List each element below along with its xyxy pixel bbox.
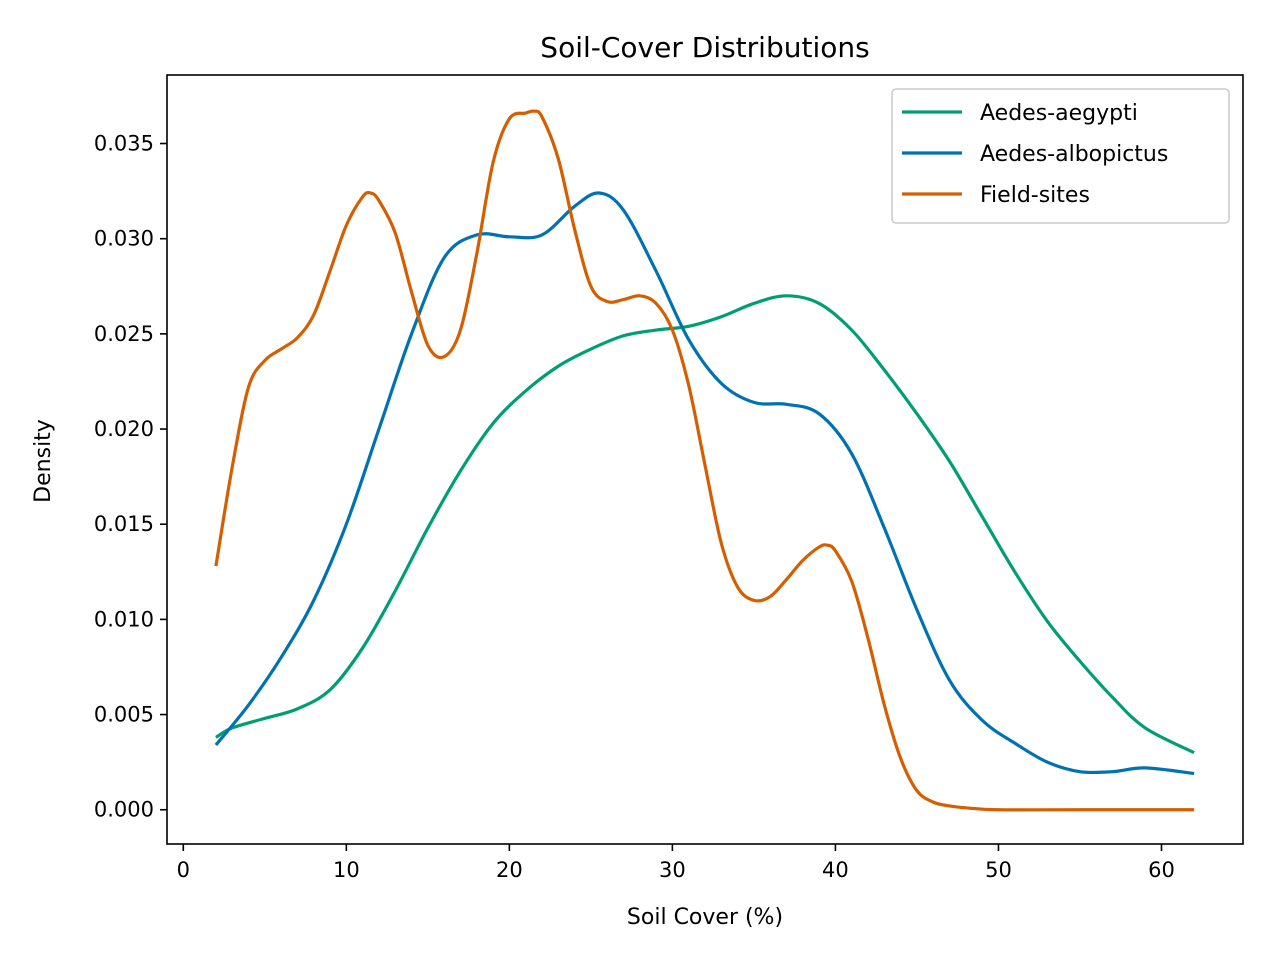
series-line-aedes-aegypti <box>215 294 1195 755</box>
y-tick-label: 0.025 <box>94 322 154 346</box>
y-tick-label: 0.005 <box>94 703 154 727</box>
legend-label: Aedes-aegypti <box>980 101 1138 126</box>
series-line-field-sites <box>214 109 1195 812</box>
legend-label: Aedes-albopictus <box>980 142 1168 167</box>
x-tick-label: 10 <box>333 858 360 882</box>
x-axis-label: Soil Cover (%) <box>627 905 783 930</box>
x-tick-label: 50 <box>985 858 1012 882</box>
legend: Aedes-aegypti Aedes-albopictus Field-sites <box>891 88 1230 224</box>
y-axis-label: Density <box>31 419 56 503</box>
x-tick-label: 60 <box>1148 858 1175 882</box>
legend-box <box>891 88 1230 224</box>
y-tick-label: 0.035 <box>94 132 154 156</box>
y-tick-label: 0.010 <box>94 607 154 631</box>
axes-frame <box>166 74 1244 845</box>
chart-title: Soil-Cover Distributions <box>540 31 869 64</box>
plot-area: 0 10 20 30 40 50 60 0.000 0.005 0.010 0.015 0.020 0.… <box>94 74 1244 882</box>
x-tick-label: 40 <box>822 858 849 882</box>
series-line-aedes-albopictus <box>214 191 1195 776</box>
y-tick-label: 0.030 <box>94 227 154 251</box>
y-tick-label: 0.015 <box>94 512 154 536</box>
x-tick-label: 0 <box>177 858 190 882</box>
legend-label: Field-sites <box>980 183 1090 208</box>
y-tick-label: 0.020 <box>94 417 154 441</box>
x-tick-label: 30 <box>659 858 686 882</box>
x-tick-label: 20 <box>496 858 523 882</box>
y-tick-label: 0.000 <box>94 798 154 822</box>
